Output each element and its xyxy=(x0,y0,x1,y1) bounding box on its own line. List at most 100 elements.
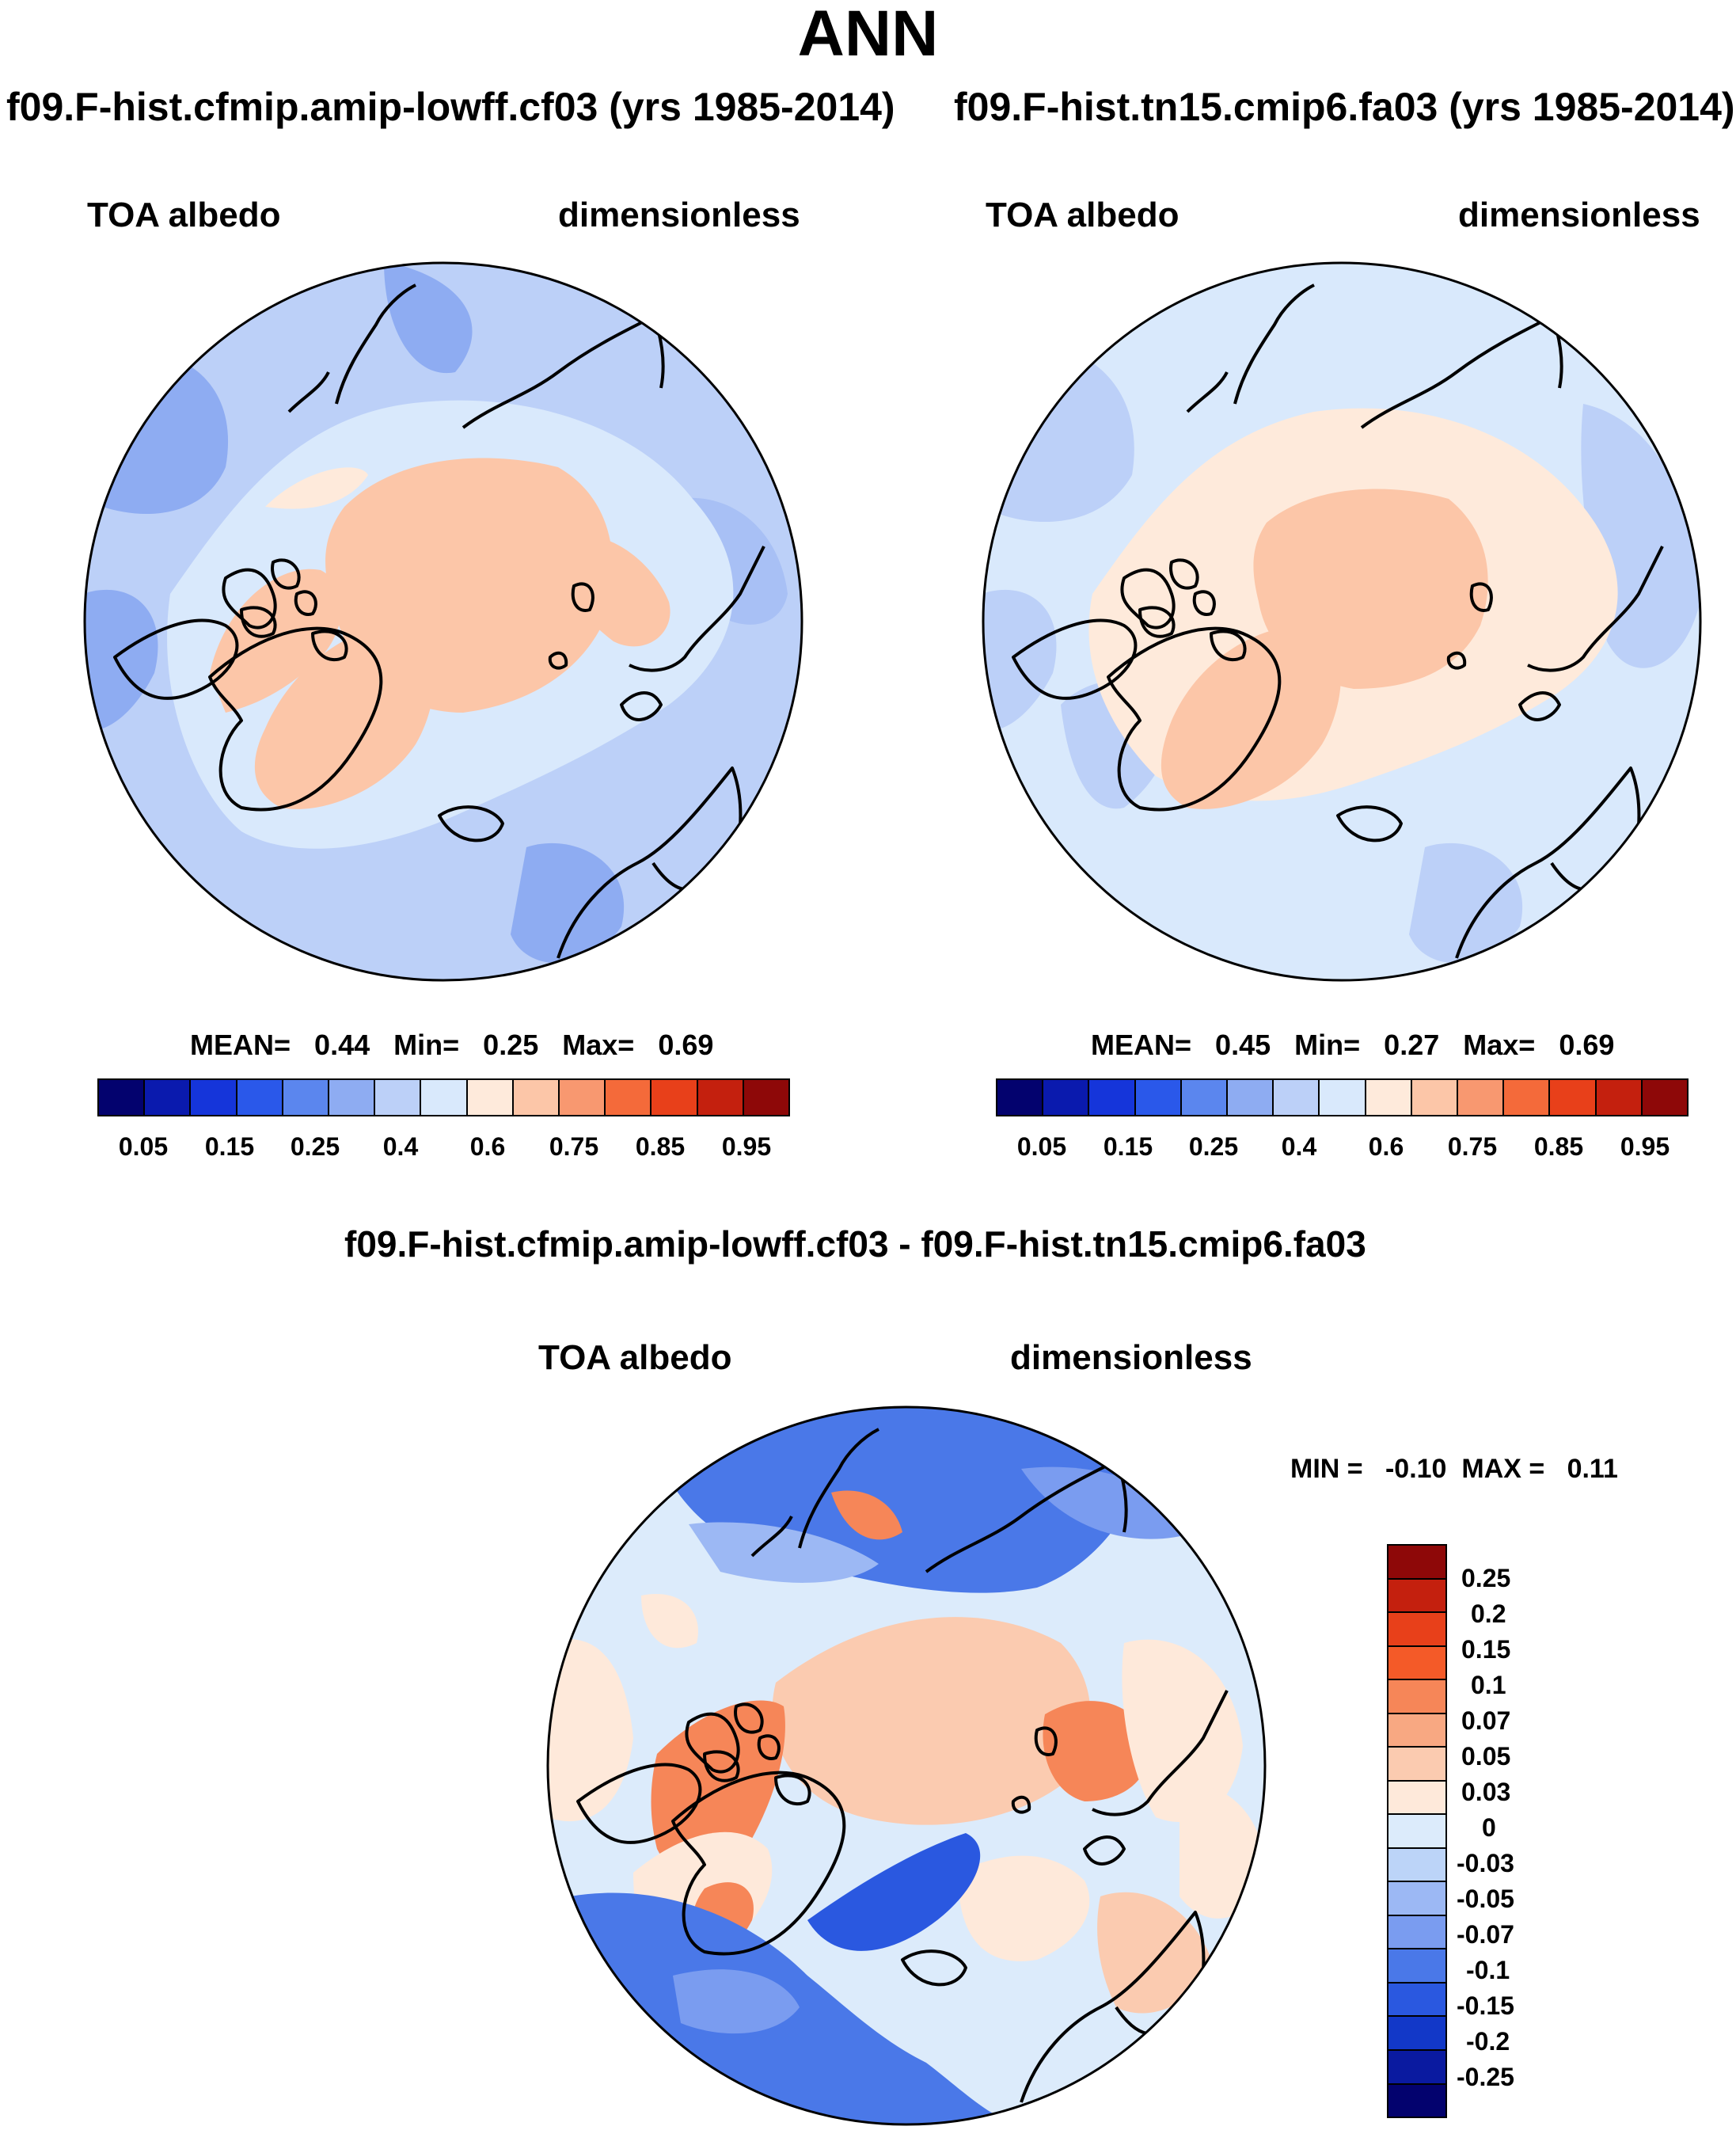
panel1-stats: MEAN= 0.44 Min= 0.25 Max= 0.69 xyxy=(190,1031,713,1059)
diff-colorbar xyxy=(1387,1544,1447,2118)
panel2-tick: 0.4 xyxy=(1281,1132,1317,1161)
panel2-mean-label: MEAN= xyxy=(1091,1029,1192,1061)
panel2-max-label: Max= xyxy=(1463,1029,1536,1061)
diff-tick: -0.07 xyxy=(1457,1920,1514,1949)
diff-tick: 0.03 xyxy=(1461,1778,1511,1806)
diff-tick: -0.15 xyxy=(1457,1991,1514,2020)
diff-colorbar-swatch xyxy=(1388,1915,1445,1950)
panel2-colorbar-swatch xyxy=(1504,1080,1551,1115)
panel2-units-label: dimensionless xyxy=(1458,196,1700,234)
panel2-colorbar xyxy=(996,1078,1689,1116)
diff-max-label: MAX = xyxy=(1461,1454,1545,1484)
diff-colorbar-swatch xyxy=(1388,1882,1445,1916)
diff-polar-map xyxy=(546,1405,1267,2126)
panel2-polar-map xyxy=(982,261,1702,982)
panel1-tick: 0.6 xyxy=(469,1132,506,1161)
panel1-colorbar-swatch xyxy=(606,1080,652,1115)
panel2-colorbar-swatch xyxy=(1228,1080,1274,1115)
panel2-max-value: 0.69 xyxy=(1559,1029,1615,1061)
panel1-tick: 0.95 xyxy=(721,1132,772,1161)
diff-colorbar-swatch xyxy=(1388,1714,1445,1748)
panel2-case-title: f09.F-hist.tn15.cmip6.fa03 (yrs 1985-201… xyxy=(954,85,1735,129)
panel2-tick: 0.25 xyxy=(1188,1132,1239,1161)
diff-minmax: MIN = -0.10 MAX = 0.11 xyxy=(1290,1455,1618,1482)
panel2-variable-label: TOA albedo xyxy=(986,196,1179,234)
panel1-min-value: 0.25 xyxy=(483,1029,539,1061)
panel2-colorbar-swatch xyxy=(1043,1080,1090,1115)
diff-units-label: dimensionless xyxy=(1010,1338,1252,1377)
panel1-colorbar-swatch xyxy=(697,1080,744,1115)
diff-tick: 0.15 xyxy=(1461,1635,1511,1664)
panel1-tick: 0.4 xyxy=(382,1132,419,1161)
diff-tick: -0.25 xyxy=(1457,2063,1514,2091)
diff-colorbar-swatch xyxy=(1388,1815,1445,1849)
panel2-tick: 0.15 xyxy=(1103,1132,1153,1161)
diff-colorbar-swatch xyxy=(1388,1546,1445,1580)
panel2-tick: 0.95 xyxy=(1620,1132,1670,1161)
diff-min-value: -0.10 xyxy=(1385,1454,1447,1484)
panel1-colorbar-swatch xyxy=(743,1080,789,1115)
panel2-min-label: Min= xyxy=(1294,1029,1361,1061)
panel2-min-value: 0.27 xyxy=(1384,1029,1440,1061)
diff-tick: 0.07 xyxy=(1461,1706,1511,1735)
diff-tick: 0.05 xyxy=(1461,1742,1511,1771)
diff-colorbar-swatch xyxy=(1388,1579,1445,1614)
panel2-colorbar-swatch xyxy=(1089,1080,1136,1115)
panel2-tick: 0.05 xyxy=(1016,1132,1067,1161)
diff-colorbar-swatch xyxy=(1388,1983,1445,2018)
panel1-colorbar-swatch xyxy=(513,1080,560,1115)
diff-colorbar-swatch xyxy=(1388,2050,1445,2085)
panel2-colorbar-swatch xyxy=(1181,1080,1229,1115)
panel2-colorbar-swatch xyxy=(1135,1080,1182,1115)
panel1-tick: 0.05 xyxy=(118,1132,169,1161)
diff-colorbar-swatch xyxy=(1388,2084,1445,2117)
panel1-colorbar-swatch xyxy=(651,1080,698,1115)
diff-colorbar-swatch xyxy=(1388,1680,1445,1714)
panel2-colorbar-swatch xyxy=(1274,1080,1320,1115)
diff-tick: -0.03 xyxy=(1457,1849,1514,1877)
panel1-colorbar-swatch xyxy=(145,1080,192,1115)
panel1-colorbar-swatch xyxy=(375,1080,422,1115)
panel1-colorbar-swatch xyxy=(560,1080,606,1115)
panel1-min-label: Min= xyxy=(393,1029,460,1061)
panel2-colorbar-swatch xyxy=(1458,1080,1505,1115)
panel2-colorbar-swatch xyxy=(1596,1080,1643,1115)
panel1-max-label: Max= xyxy=(562,1029,635,1061)
panel1-colorbar-swatch xyxy=(283,1080,330,1115)
diff-tick: -0.1 xyxy=(1466,1956,1510,1984)
diff-colorbar-swatch xyxy=(1388,1949,1445,1984)
panel2-colorbar-swatch xyxy=(1320,1080,1366,1115)
panel2-mean-value: 0.45 xyxy=(1215,1029,1271,1061)
figure-title: ANN xyxy=(797,0,939,70)
panel1-polar-map xyxy=(83,261,803,982)
panel1-tick: 0.25 xyxy=(290,1132,340,1161)
panel1-colorbar-swatch xyxy=(191,1080,237,1115)
panel2-colorbar-swatch xyxy=(1366,1080,1412,1115)
panel1-max-value: 0.69 xyxy=(658,1029,714,1061)
diff-tick: 0 xyxy=(1482,1813,1496,1842)
diff-tick: 0.25 xyxy=(1461,1564,1511,1592)
panel2-stats: MEAN= 0.45 Min= 0.27 Max= 0.69 xyxy=(1091,1031,1614,1059)
panel2-tick: 0.85 xyxy=(1533,1132,1584,1161)
diff-variable-label: TOA albedo xyxy=(538,1338,732,1377)
panel2-colorbar-swatch xyxy=(1550,1080,1597,1115)
panel1-colorbar xyxy=(97,1078,790,1116)
panel1-colorbar-swatch xyxy=(467,1080,514,1115)
diff-colorbar-swatch xyxy=(1388,1848,1445,1883)
panel1-tick: 0.15 xyxy=(204,1132,255,1161)
panel2-tick: 0.6 xyxy=(1368,1132,1404,1161)
diff-max-value: 0.11 xyxy=(1567,1454,1618,1484)
panel1-units-label: dimensionless xyxy=(558,196,800,234)
panel2-colorbar-swatch xyxy=(997,1080,1044,1115)
panel2-colorbar-swatch xyxy=(1642,1080,1688,1115)
panel1-mean-label: MEAN= xyxy=(190,1029,291,1061)
panel1-colorbar-swatch xyxy=(99,1080,146,1115)
diff-tick: -0.2 xyxy=(1466,2027,1510,2056)
panel1-colorbar-swatch xyxy=(237,1080,283,1115)
diff-colorbar-swatch xyxy=(1388,1646,1445,1681)
panel1-mean-value: 0.44 xyxy=(314,1029,370,1061)
panel1-variable-label: TOA albedo xyxy=(87,196,281,234)
diff-colorbar-swatch xyxy=(1388,1781,1445,1816)
panel2-tick: 0.75 xyxy=(1447,1132,1498,1161)
panel1-tick: 0.85 xyxy=(635,1132,686,1161)
